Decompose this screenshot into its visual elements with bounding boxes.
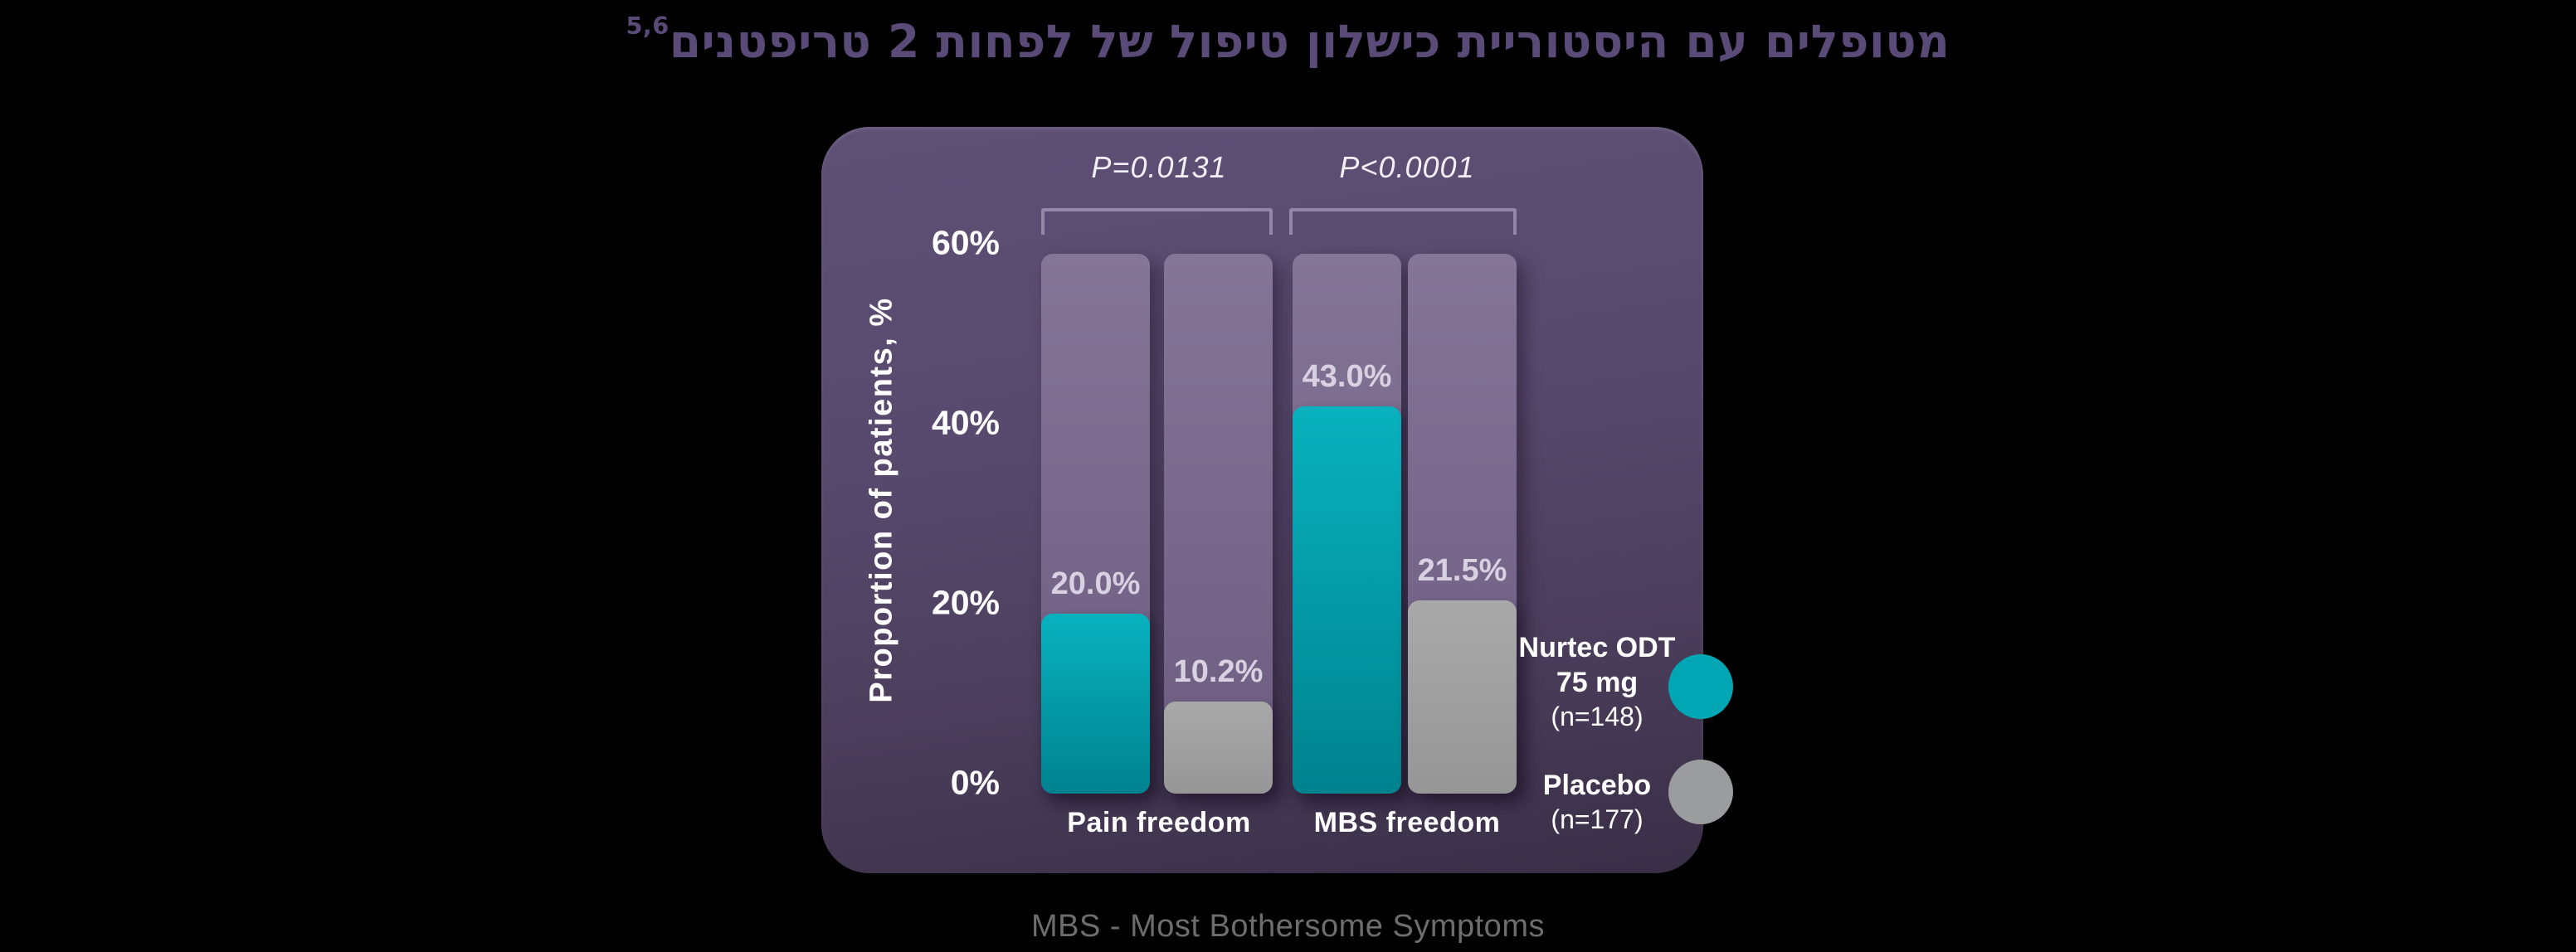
page-title: מטופלים עם היסטוריית כישלון טיפול של לפח… <box>0 12 2576 68</box>
bar-pain-freedom-placebo: 10.2% <box>1164 254 1273 794</box>
y-tick-20: 20% <box>931 583 1000 622</box>
bar-value-label: 21.5% <box>1417 552 1507 588</box>
legend-nurtec-n: (n=148) <box>1551 702 1643 731</box>
significance-bracket-pain-freedom <box>1041 208 1273 235</box>
p-value-pain-freedom: P=0.0131 <box>1091 150 1227 184</box>
plot-area: 20.0% 10.2% 43.0% 21.5% <box>1041 254 1517 794</box>
legend-nurtec-name-line2: 75 mg <box>1556 667 1639 698</box>
bar-mbs-freedom-placebo: 21.5% <box>1408 254 1517 794</box>
nurtec-legend-swatch <box>1668 654 1733 719</box>
legend-item-placebo: Placebo (n=177) <box>1481 768 1713 836</box>
bar-fill-placebo-mbs <box>1408 600 1517 794</box>
y-tick-0: 0% <box>950 763 1000 802</box>
legend-placebo-n: (n=177) <box>1551 804 1643 834</box>
bar-value-label: 10.2% <box>1173 654 1264 690</box>
bar-value-label: 43.0% <box>1302 359 1392 395</box>
y-axis-title: Proportion of patients, % <box>864 297 899 703</box>
y-tick-60: 60% <box>931 223 1000 262</box>
bar-fill-nurtec-mbs <box>1293 406 1401 794</box>
legend-nurtec-name-line1: Nurtec ODT <box>1518 632 1676 663</box>
bar-fill-placebo-pain <box>1164 702 1273 794</box>
chart-panel: P=0.0131 P<0.0001 Proportion of patients… <box>821 127 1733 873</box>
category-label-pain-freedom: Pain freedom <box>1067 807 1251 838</box>
bar-pain-freedom-nurtec: 20.0% <box>1041 254 1150 794</box>
placebo-legend-swatch <box>1668 760 1733 824</box>
significance-bracket-mbs-freedom <box>1289 208 1517 235</box>
page-title-text: מטופלים עם היסטוריית כישלון טיפול של לפח… <box>669 15 1950 68</box>
bar-mbs-freedom-nurtec: 43.0% <box>1293 254 1401 794</box>
bar-fill-nurtec-pain <box>1041 614 1150 794</box>
legend-item-nurtec: Nurtec ODT 75 mg (n=148) <box>1481 630 1713 733</box>
footnote: MBS - Most Bothersome Symptoms <box>1031 909 1545 944</box>
legend-placebo-name: Placebo <box>1542 770 1652 801</box>
page-title-reference-marks: 5,6 <box>626 12 670 40</box>
y-tick-40: 40% <box>931 403 1000 442</box>
p-value-mbs-freedom: P<0.0001 <box>1339 150 1475 184</box>
category-label-mbs-freedom: MBS freedom <box>1313 807 1501 838</box>
bar-value-label: 20.0% <box>1050 566 1141 602</box>
